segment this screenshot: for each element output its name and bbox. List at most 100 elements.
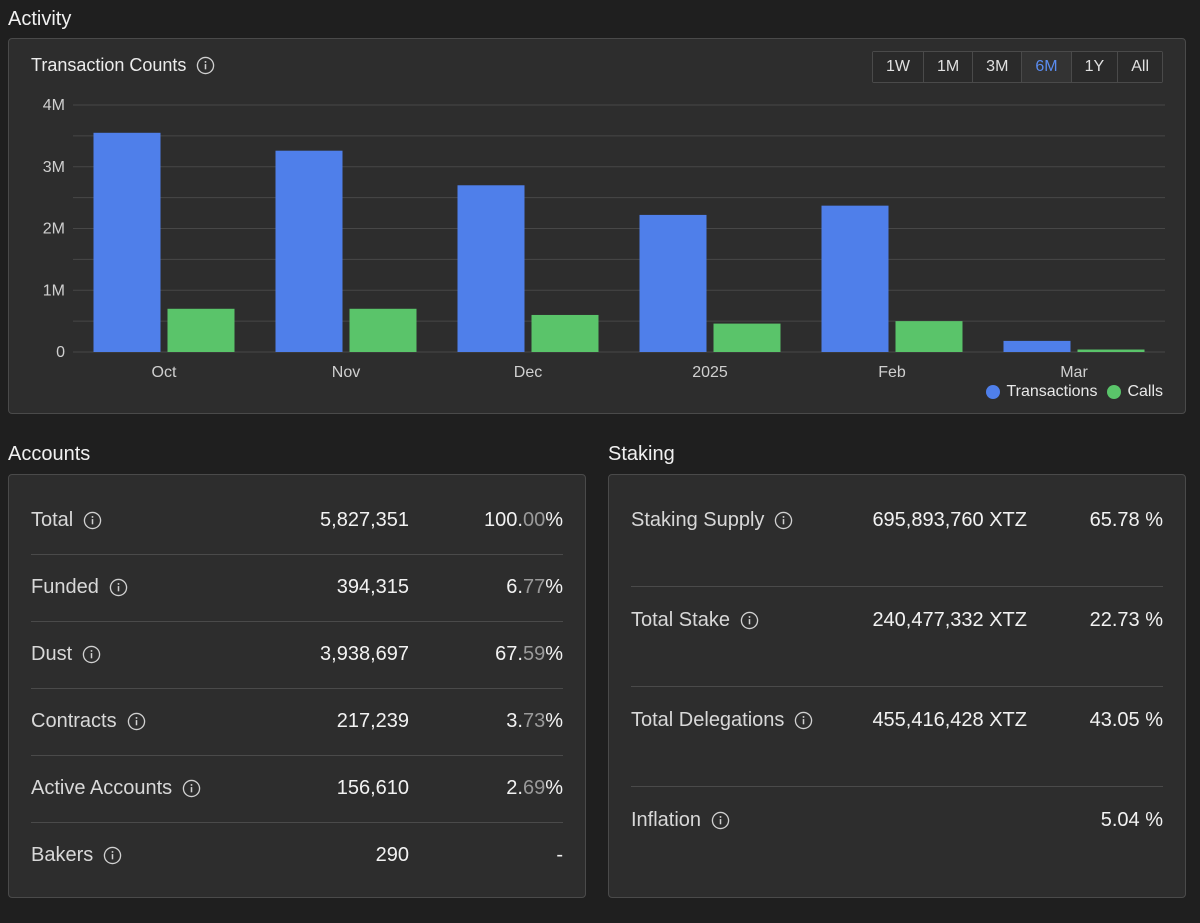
- chart-legend: Transactions Calls: [986, 383, 1163, 401]
- row-percent: 2.69%: [506, 777, 563, 800]
- row-label-wrap: Dust: [31, 643, 101, 666]
- percent-suffix: %: [545, 776, 563, 799]
- bar-calls-nov[interactable]: [349, 308, 417, 352]
- y-tick-label: 1M: [43, 282, 65, 299]
- row-label-wrap: Inflation: [631, 809, 730, 832]
- info-icon[interactable]: [109, 578, 128, 597]
- row-label: Dust: [31, 642, 73, 665]
- row-value: 455,416,428 XTZ: [872, 708, 1027, 731]
- row-label-wrap: Total Stake: [631, 609, 759, 632]
- chart-title: Transaction Counts: [31, 55, 187, 75]
- bar-calls-2025[interactable]: [713, 323, 781, 352]
- accounts-row-bakers: Bakers 290 -: [31, 841, 563, 869]
- info-icon[interactable]: [196, 56, 215, 75]
- info-icon[interactable]: [83, 511, 102, 530]
- activity-title: Activity: [8, 8, 72, 30]
- accounts-row-active-accounts: Active Accounts 156,610 2.69%: [31, 774, 563, 802]
- bar-transactions-feb[interactable]: [821, 205, 889, 352]
- staking-row-staking-supply: Staking Supply 695,893,760 XTZ 65.78 %: [631, 506, 1163, 534]
- row-label: Total Delegations: [631, 708, 785, 731]
- percent-decimals: 77: [522, 575, 546, 598]
- bar-calls-mar[interactable]: [1077, 349, 1145, 352]
- row-value: 240,477,332 XTZ: [872, 608, 1027, 631]
- range-button-1w[interactable]: 1W: [872, 52, 924, 82]
- accounts-title: Accounts: [8, 443, 91, 465]
- row-value: 290: [375, 843, 409, 866]
- transaction-counts-chart: 0 1M 2M 3M 4M Oct Nov Dec 2025 Feb Mar: [43, 97, 1165, 381]
- info-icon[interactable]: [740, 611, 759, 630]
- percent-suffix: %: [545, 508, 563, 531]
- percent-suffix: %: [545, 709, 563, 732]
- activity-panel: Transaction Counts 1W 1M 3M 6M 1Y All 0 1M 2M 3M…: [8, 38, 1186, 414]
- row-label: Total Stake: [631, 608, 730, 631]
- staking-title: Staking: [608, 443, 675, 465]
- bar-transactions-2025[interactable]: [639, 214, 707, 352]
- percent-decimals: 69: [522, 776, 546, 799]
- row-divider: [31, 553, 563, 555]
- range-button-3m[interactable]: 3M: [973, 52, 1023, 82]
- legend-item-calls[interactable]: Calls: [1107, 383, 1163, 401]
- percent-main: 2.: [506, 776, 523, 799]
- row-divider: [631, 586, 1163, 587]
- legend-dot-icon: [986, 385, 1001, 399]
- x-tick-label: 2025: [692, 364, 728, 381]
- legend-label: Calls: [1127, 383, 1163, 400]
- staking-row-total-stake: Total Stake 240,477,332 XTZ 22.73 %: [631, 606, 1163, 634]
- info-icon[interactable]: [794, 711, 813, 730]
- legend-label: Transactions: [1006, 383, 1098, 400]
- row-divider: [31, 620, 563, 622]
- row-value: 156,610: [336, 776, 409, 799]
- y-tick-label: 3M: [43, 159, 65, 176]
- row-divider: [31, 821, 563, 823]
- bar-calls-oct[interactable]: [167, 308, 235, 352]
- bar-calls-feb[interactable]: [895, 321, 963, 352]
- bar-transactions-oct[interactable]: [93, 132, 161, 352]
- accounts-row-contracts: Contracts 217,239 3.73%: [31, 707, 563, 735]
- row-label: Funded: [31, 575, 99, 598]
- row-divider: [631, 686, 1163, 687]
- row-label: Staking Supply: [631, 508, 765, 531]
- row-percent: 100.00%: [484, 509, 563, 532]
- row-label-wrap: Contracts: [31, 710, 146, 733]
- staking-row-inflation: Inflation 5.04 %: [631, 806, 1163, 834]
- percent-decimals: 00: [522, 508, 546, 531]
- bar-transactions-nov[interactable]: [275, 150, 343, 352]
- row-value: 3,938,697: [320, 642, 409, 665]
- row-percent: 67.59%: [495, 643, 563, 666]
- x-tick-label: Nov: [332, 364, 360, 381]
- info-icon[interactable]: [711, 811, 730, 830]
- bar-transactions-mar[interactable]: [1003, 340, 1071, 352]
- percent-decimals: 59: [522, 642, 546, 665]
- row-percent: 65.78 %: [1089, 508, 1163, 531]
- percent-suffix: %: [545, 642, 563, 665]
- row-label-wrap: Staking Supply: [631, 509, 793, 532]
- row-value: 394,315: [336, 575, 409, 598]
- percent-main: -: [556, 843, 563, 866]
- staking-panel: Staking Supply 695,893,760 XTZ 65.78 % Tota…: [608, 474, 1186, 898]
- bar-transactions-dec[interactable]: [457, 185, 525, 352]
- info-icon[interactable]: [103, 846, 122, 865]
- info-icon[interactable]: [182, 779, 201, 798]
- range-button-all[interactable]: All: [1118, 52, 1162, 82]
- range-button-1m[interactable]: 1M: [923, 52, 974, 82]
- info-icon[interactable]: [82, 645, 101, 664]
- percent-main: 100.: [484, 508, 523, 531]
- row-label-wrap: Total: [31, 509, 102, 532]
- legend-item-transactions[interactable]: Transactions: [986, 383, 1097, 401]
- x-tick-label: Dec: [514, 364, 542, 381]
- percent-main: 67.: [495, 642, 523, 665]
- x-tick-label: Oct: [152, 364, 177, 381]
- row-percent: 3.73%: [506, 710, 563, 733]
- range-button-1y[interactable]: 1Y: [1071, 52, 1119, 82]
- row-label-wrap: Total Delegations: [631, 709, 813, 732]
- bar-calls-dec[interactable]: [531, 314, 599, 352]
- info-icon[interactable]: [774, 511, 793, 530]
- row-percent: 5.04 %: [1100, 808, 1163, 831]
- range-button-6m[interactable]: 6M: [1022, 52, 1072, 82]
- y-tick-label: 0: [56, 344, 65, 361]
- row-label-wrap: Bakers: [31, 844, 122, 867]
- range-selector: 1W 1M 3M 6M 1Y All: [871, 51, 1163, 83]
- row-value: 695,893,760 XTZ: [872, 508, 1027, 531]
- info-icon[interactable]: [127, 712, 146, 731]
- row-value: 217,239: [336, 709, 409, 732]
